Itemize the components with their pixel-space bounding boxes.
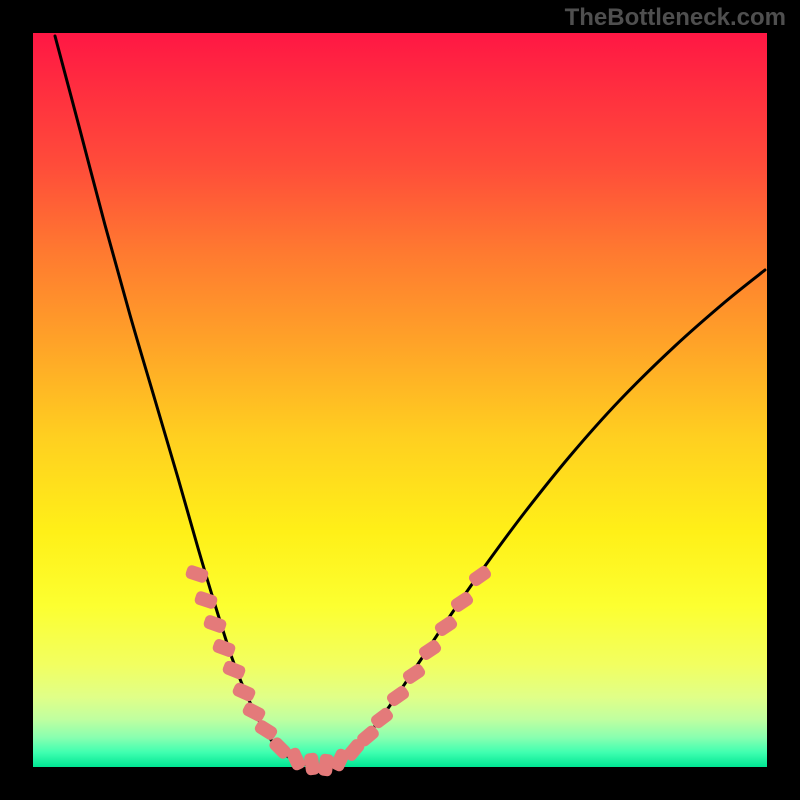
bottleneck-curve: [55, 36, 765, 766]
marker-dot: [221, 659, 247, 680]
curve-path: [55, 36, 765, 766]
marker-dot: [304, 752, 321, 776]
marker-dot: [211, 638, 236, 659]
marker-dot: [385, 684, 411, 708]
marker-group: [184, 564, 493, 777]
overlay-svg: [0, 0, 800, 800]
marker-dot: [184, 564, 209, 584]
marker-dot: [231, 681, 257, 703]
chart-stage: TheBottleneck.com: [0, 0, 800, 800]
attribution-text: TheBottleneck.com: [565, 4, 786, 32]
marker-dot: [241, 701, 267, 723]
marker-dot: [193, 590, 218, 610]
